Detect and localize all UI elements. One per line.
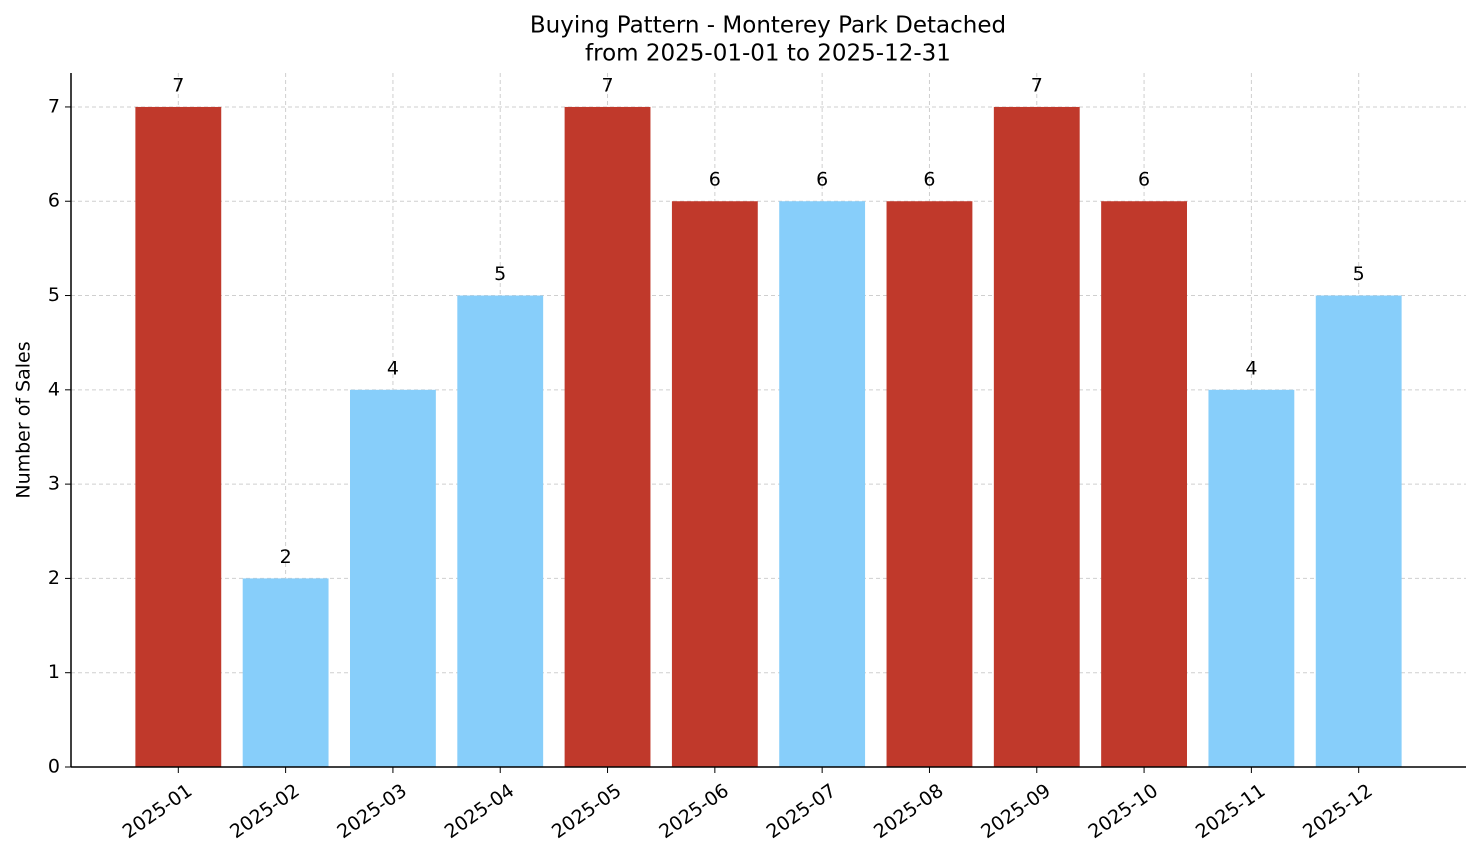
x-tick-label: 2025-10	[1084, 780, 1162, 844]
value-label: 6	[709, 169, 721, 191]
value-label: 6	[1138, 169, 1150, 191]
bar	[886, 201, 973, 767]
value-label: 5	[494, 263, 506, 285]
bar	[564, 106, 651, 767]
y-tick-label: 1	[48, 661, 60, 683]
y-axis-label: Number of Sales	[13, 341, 35, 498]
chart-title: Buying Pattern - Monterey Park Detached	[530, 13, 1006, 39]
bar	[1315, 295, 1402, 767]
x-tick-label: 2025-11	[1192, 780, 1270, 844]
bar	[1208, 389, 1295, 767]
y-tick-label: 2	[48, 567, 60, 589]
value-label: 6	[923, 169, 935, 191]
y-tick-label: 0	[48, 756, 60, 778]
value-label: 4	[1245, 357, 1257, 379]
value-label: 7	[1031, 74, 1043, 96]
x-tick-label: 2025-12	[1299, 780, 1377, 844]
x-tick-label: 2025-02	[226, 780, 304, 844]
x-tick-label: 2025-07	[763, 780, 841, 844]
x-tick-label: 2025-05	[548, 780, 626, 844]
y-tick-label: 3	[48, 473, 60, 495]
value-label: 5	[1353, 263, 1365, 285]
bar	[457, 295, 544, 767]
bar	[1101, 201, 1187, 767]
x-tick-label: 2025-04	[441, 780, 519, 844]
value-label: 4	[387, 357, 399, 379]
y-tick-label: 5	[48, 284, 60, 306]
bar	[135, 106, 222, 767]
bars	[135, 106, 1402, 767]
y-tick-label: 4	[48, 378, 60, 400]
x-tick-label: 2025-01	[119, 780, 197, 844]
chart-subtitle: from 2025-01-01 to 2025-12-31	[585, 41, 951, 67]
x-tick-label: 2025-08	[870, 780, 948, 844]
x-tick-label: 2025-06	[655, 780, 733, 844]
bar	[242, 578, 329, 767]
bar	[993, 106, 1080, 767]
value-label: 6	[816, 169, 828, 191]
x-tick-label: 2025-09	[977, 780, 1055, 844]
bar	[350, 389, 436, 767]
y-tick-label: 7	[48, 95, 60, 117]
value-label: 7	[172, 74, 184, 96]
bar	[671, 201, 758, 767]
x-tick-label: 2025-03	[333, 780, 411, 844]
value-label: 2	[280, 546, 292, 568]
bar	[779, 201, 866, 767]
value-label: 7	[601, 74, 613, 96]
y-tick-label: 6	[48, 190, 60, 212]
